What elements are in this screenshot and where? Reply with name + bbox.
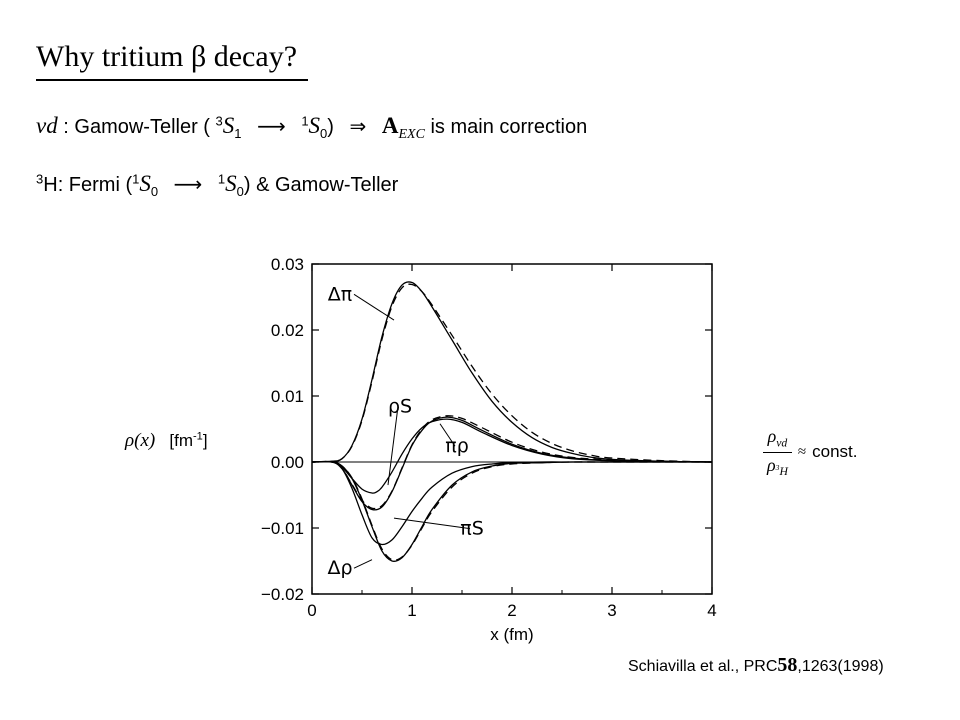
annotation-label-4: Δρ (327, 557, 352, 579)
transition-label: : Gamow-Teller ( (63, 116, 210, 138)
final-state-multiplicity: 1 (217, 171, 226, 187)
series-line-4 (311, 415, 713, 510)
annotation-leader-4 (353, 559, 373, 569)
final-state-j: 0 (320, 126, 328, 141)
y-tick-label: 0.03 (271, 255, 304, 274)
y-tick-label: −0.01 (261, 519, 304, 538)
fermi-label: : Fermi ( (57, 174, 133, 196)
y-axis-unit-exponent: -1 (193, 430, 203, 443)
series-line-7 (311, 461, 712, 561)
annotation-label-0: Δπ (328, 283, 352, 305)
transition-arrow-icon: ⟶ (173, 172, 203, 196)
x-tick-label: 3 (607, 601, 616, 620)
y-tick-label: 0.00 (271, 453, 304, 472)
x-tick-label: 1 (407, 601, 416, 620)
fermi-line: 3H: Fermi (1S0 ⟶ 1S0) & Gamow-Teller (36, 171, 398, 199)
series-line-2 (311, 418, 713, 494)
annotation-label-2: πρ (445, 435, 469, 457)
annotation-label-3: πS (460, 518, 484, 540)
implies-symbol: ⇒ (349, 114, 367, 138)
initial-state-j: 0 (150, 184, 159, 199)
initial-state-multiplicity: 1 (132, 171, 140, 187)
correction-symbol: A (381, 113, 399, 138)
y-tick-label: 0.02 (271, 321, 304, 340)
x-tick-label: 4 (707, 601, 716, 620)
series-line-6 (311, 461, 712, 562)
final-state-j: 0 (236, 184, 244, 199)
correction-subscript: EXC (398, 127, 425, 142)
annotation-label-1: ρS (388, 396, 412, 418)
citation: Schiavilla et al., PRC58,1263(1998) (628, 654, 884, 677)
final-state-multiplicity: 1 (301, 113, 309, 129)
close-paren: ) (327, 116, 334, 138)
title-underline (36, 79, 308, 81)
gamow-teller-line: νd : Gamow-Teller ( 3S1 ⟶ 1S0) ⇒ AEXC is… (36, 113, 587, 143)
ratio-numerator: ρνd (763, 426, 792, 453)
transition-arrow-icon: ⟶ (257, 114, 286, 138)
correction-text: is main correction (430, 116, 588, 138)
x-tick-label: 2 (507, 601, 516, 620)
y-axis-quantity: ρ(x) (125, 430, 156, 451)
ratio-denominator: ρ3H (767, 454, 788, 479)
initial-state-multiplicity: 3 (215, 113, 223, 129)
series-line-5 (311, 460, 712, 546)
initial-state-j: 1 (234, 126, 242, 141)
annotation-leader-3 (393, 517, 471, 530)
y-axis-unit-close: ] (202, 431, 208, 450)
initial-state: S (222, 113, 235, 138)
density-ratio-fraction: ρνd ρ3H (763, 426, 792, 478)
x-tick-label: 0 (307, 601, 316, 620)
citation-authors: Schiavilla et al., PRC (628, 658, 778, 675)
annotation-leader-0 (353, 293, 395, 321)
y-tick-label: 0.01 (271, 387, 304, 406)
fermi-tail: ) & Gamow-Teller (243, 174, 399, 196)
process-symbol: νd (36, 113, 58, 138)
series-line-1 (311, 283, 713, 463)
annotation-leader-2 (439, 423, 456, 447)
citation-page-year: ,1263(1998) (797, 658, 884, 675)
slide-title: Why tritium β decay? (36, 40, 298, 73)
plot-frame (311, 263, 713, 595)
density-ratio-note: ρνd ρ3H ≈ const. (763, 426, 857, 478)
y-axis-label: ρ(x) [fm-1] (125, 430, 208, 452)
final-state: S (225, 171, 237, 196)
x-axis-label: x (fm) (490, 625, 533, 644)
transition-density-chart: 0 1 2 3 4 0.03 0.02 0.01 0.00 −0.01 −0.02 x (fm) Δπ ρ… (261, 255, 717, 644)
nucleus-mass-number: 3 (36, 171, 44, 187)
nucleus-symbol: H (43, 174, 58, 196)
final-state: S (308, 113, 321, 138)
citation-volume: 58 (777, 654, 798, 676)
series-line-0 (311, 281, 713, 463)
const-label: const. (812, 442, 858, 462)
y-axis-unit-open: [fm (169, 431, 193, 450)
annotation-leader-1 (387, 406, 399, 486)
initial-state: S (139, 171, 151, 196)
approx-symbol: ≈ (797, 443, 807, 460)
y-tick-label: −0.02 (261, 585, 304, 604)
